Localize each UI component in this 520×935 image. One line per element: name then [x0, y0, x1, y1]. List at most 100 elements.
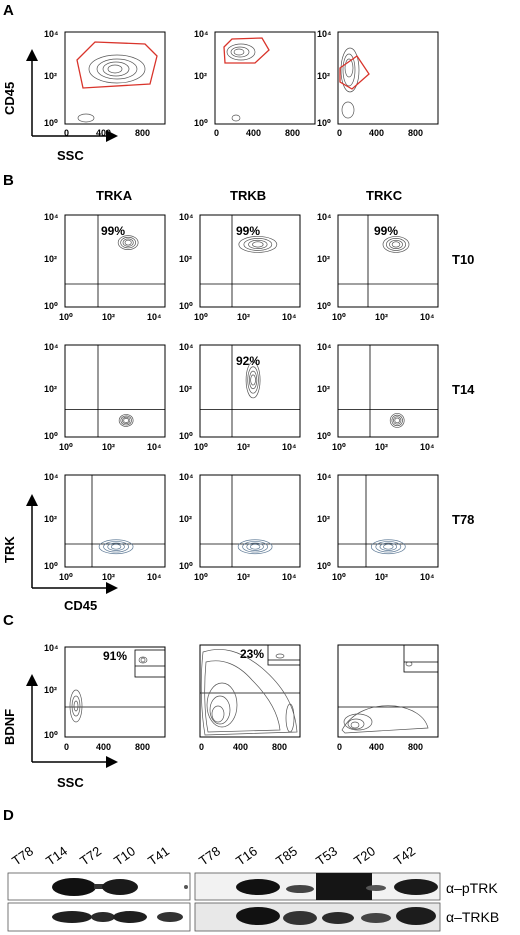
- y-tick: 10²: [44, 254, 57, 264]
- blot-left-ptrk: [7, 872, 191, 901]
- x-tick: 800: [272, 742, 287, 752]
- y-tick: 10⁴: [44, 29, 58, 39]
- band: [394, 879, 438, 895]
- y-tick: 10²: [194, 71, 207, 81]
- gate-percentage: 99%: [374, 224, 398, 238]
- contour-cluster: [117, 235, 139, 250]
- lane-label: T42: [391, 843, 418, 868]
- gate-box: [403, 644, 439, 673]
- plot-frame: [214, 31, 316, 125]
- band: [283, 911, 317, 925]
- y-tick: 10⁴: [317, 342, 331, 352]
- lane-label: T85: [273, 843, 300, 868]
- x-tick: 10²: [375, 312, 388, 322]
- y-tick: 10⁴: [179, 472, 193, 482]
- x-tick: 10⁴: [147, 312, 161, 322]
- x-tick: 10⁴: [282, 442, 296, 452]
- band: [94, 884, 110, 889]
- lane-label: T78: [9, 843, 36, 868]
- y-tick: 10⁰: [179, 301, 193, 311]
- x-tick: 400: [96, 128, 111, 138]
- x-tick: 10⁴: [282, 572, 296, 582]
- blot-right-trkb: [194, 902, 441, 932]
- contour-cluster: [118, 414, 134, 427]
- plot-frame: [337, 474, 439, 568]
- y-tick: 10²: [317, 254, 330, 264]
- panel-c-plot-3: 0 400 800: [337, 644, 439, 752]
- panel-b-y-label: TRK: [2, 536, 17, 563]
- plot-frame: [199, 214, 301, 308]
- column-header-trkb: TRKB: [230, 188, 266, 203]
- x-tick: 800: [285, 128, 300, 138]
- y-tick: 10²: [44, 514, 57, 524]
- y-tick: 10⁴: [179, 342, 193, 352]
- x-tick: 10⁴: [420, 312, 434, 322]
- panel-a-y-label: CD45: [2, 82, 17, 115]
- x-tick: 800: [135, 128, 150, 138]
- band: [236, 879, 280, 895]
- x-tick: 10⁰: [194, 312, 208, 322]
- y-tick: 10⁰: [179, 431, 193, 441]
- panel-a-plot-2: 10⁴ 10² 10⁰ 0 400 800: [194, 29, 316, 138]
- lane-label: T10: [111, 843, 138, 868]
- x-tick: 800: [135, 742, 150, 752]
- contour-cluster: [238, 236, 278, 253]
- plot-frame: [337, 31, 439, 125]
- plot-frame: [337, 214, 439, 308]
- lane-label: T78: [196, 843, 223, 868]
- contour-cluster: [77, 54, 146, 123]
- gate-box: [267, 644, 301, 666]
- band: [286, 885, 314, 893]
- x-tick: 0: [199, 742, 204, 752]
- x-tick: 10⁴: [147, 442, 161, 452]
- contour-cluster: [370, 539, 406, 555]
- row-label-t10: T10: [452, 252, 474, 267]
- lane-label: T14: [43, 843, 70, 868]
- panel-a: CD45 SSC 10⁴ 10² 10⁰ 0 400 800 10⁴ 10²: [2, 29, 439, 163]
- y-tick: 10⁴: [317, 472, 331, 482]
- lane-labels-left: T78 T14 T72 T10 T41: [9, 843, 172, 868]
- panel-c-plot-2: 0 400 800 23%: [199, 644, 301, 752]
- x-tick: 400: [246, 128, 261, 138]
- x-tick: 10²: [237, 312, 250, 322]
- x-tick: 10⁰: [332, 442, 346, 452]
- x-tick: 10²: [102, 572, 115, 582]
- x-tick: 0: [64, 742, 69, 752]
- gate-percentage: 92%: [236, 354, 260, 368]
- x-tick: 10⁰: [194, 442, 208, 452]
- x-tick: 10²: [102, 442, 115, 452]
- contour-cluster: [237, 539, 273, 555]
- row-label-t78: T78: [452, 512, 474, 527]
- panel-c-plot-1: 10⁴ 10² 10⁰ 0 400 800 91%: [44, 643, 166, 752]
- x-tick: 10⁴: [420, 442, 434, 452]
- gate-percentage: 23%: [240, 647, 264, 661]
- x-tick: 0: [337, 128, 342, 138]
- row-label-t14: T14: [452, 382, 475, 397]
- panel-a-x-label: SSC: [57, 148, 84, 163]
- x-tick: 10⁰: [332, 312, 346, 322]
- gate-polygon: [223, 37, 270, 64]
- plot-frame: [337, 344, 439, 438]
- x-tick: 10⁴: [282, 312, 296, 322]
- contour-cluster: [98, 539, 134, 555]
- y-tick: 10⁰: [317, 431, 331, 441]
- band: [322, 912, 354, 924]
- y-tick: 10⁰: [44, 118, 58, 128]
- x-tick: 10²: [102, 312, 115, 322]
- x-tick: 10⁴: [420, 572, 434, 582]
- plot-frame: [64, 646, 166, 738]
- y-tick: 10⁰: [44, 301, 58, 311]
- x-tick: 10⁰: [59, 572, 73, 582]
- y-tick: 10²: [44, 685, 57, 695]
- gate-percentage: 99%: [101, 224, 125, 238]
- y-tick: 10⁰: [179, 561, 193, 571]
- x-tick: 400: [233, 742, 248, 752]
- band: [113, 911, 147, 923]
- x-tick: 10²: [375, 572, 388, 582]
